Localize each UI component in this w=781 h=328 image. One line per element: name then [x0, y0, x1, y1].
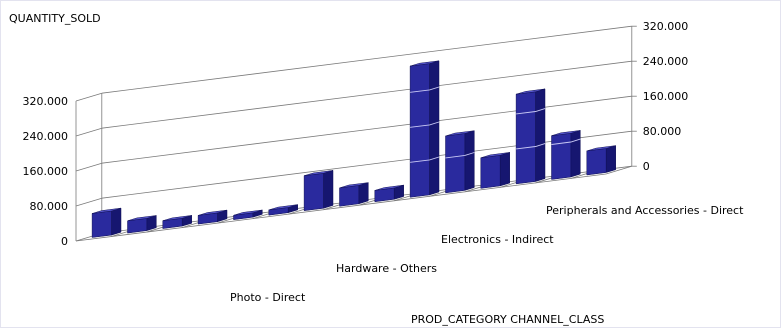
grid-line-back — [101, 25, 632, 94]
bar-face-top — [586, 145, 616, 152]
y-tick-label-left: 320.000 — [23, 95, 69, 108]
bar — [586, 145, 616, 176]
bar-face-side — [358, 182, 369, 205]
bar — [374, 184, 404, 203]
bar-face-front — [303, 173, 324, 211]
bar-face-top — [198, 209, 228, 216]
bar-face-top — [233, 209, 263, 216]
floor-front-edge — [75, 173, 607, 242]
bar-face-top — [92, 207, 122, 214]
bar-face-top — [304, 170, 334, 176]
x-tick-label: Hardware - Others — [336, 262, 437, 275]
bar-face-top — [268, 204, 298, 211]
bar-face-top — [162, 215, 192, 221]
bar-face-side — [323, 170, 334, 209]
y-tick-label-right: 240.000 — [643, 55, 689, 68]
bar-face-top — [374, 184, 404, 191]
grid-line-left — [75, 92, 102, 102]
bar-face-front — [480, 155, 501, 189]
x-tick-label: Photo - Direct — [230, 291, 306, 304]
bar-face-front — [339, 185, 360, 207]
bar-face-side — [111, 207, 122, 236]
bar-face-side — [570, 130, 581, 178]
bar-face-front — [409, 63, 430, 198]
bar-face-top — [410, 60, 440, 67]
bar-face-side — [464, 130, 475, 191]
bar-face-side — [499, 152, 510, 187]
y-tick-label-left: 80.000 — [30, 200, 69, 213]
bars — [91, 60, 616, 238]
bar — [197, 209, 228, 225]
bar — [480, 152, 510, 189]
bar-face-top — [127, 215, 157, 222]
x-tick-label: Peripherals and Accessories - Direct — [546, 204, 744, 217]
bar-face-front — [551, 133, 572, 180]
grid-line-left — [75, 162, 102, 172]
bar-face-front — [91, 210, 112, 238]
y-axis-title: QUANTITY_SOLD — [9, 12, 101, 25]
bar-face-top — [516, 88, 546, 95]
bar-face-top — [339, 182, 369, 189]
grid-line-left — [75, 197, 102, 207]
y-tick-label-left: 0 — [61, 235, 68, 248]
y-tick-label-left: 240.000 — [23, 130, 69, 143]
bar — [127, 215, 157, 234]
bar-face-front — [515, 91, 536, 185]
y-tick-label-right: 80.000 — [643, 125, 682, 138]
bar-face-front — [445, 133, 466, 194]
bar-face-front — [586, 148, 607, 176]
x-axis-title: PROD_CATEGORY CHANNEL_CLASS — [411, 313, 604, 326]
bar — [162, 215, 192, 229]
bar-face-side — [605, 145, 616, 173]
bar — [303, 170, 334, 211]
bar-face-top — [551, 130, 581, 136]
bar-face-side — [535, 88, 546, 182]
bar — [268, 204, 298, 216]
floor-divider — [605, 165, 632, 175]
y-tick-label-left: 160.000 — [23, 165, 69, 178]
bar-face-top — [445, 130, 475, 137]
bar — [445, 130, 475, 194]
y-tick-label-right: 320.000 — [643, 20, 689, 33]
bar — [409, 60, 440, 198]
bar — [515, 88, 546, 185]
chart-labels: QUANTITY_SOLD PROD_CATEGORY CHANNEL_CLAS… — [9, 12, 744, 326]
y-tick-label-right: 0 — [643, 160, 650, 173]
grid-line-back — [101, 60, 632, 129]
bar — [233, 209, 263, 220]
bar — [551, 130, 581, 180]
x-tick-label: Electronics - Indirect — [441, 233, 554, 246]
bar — [339, 182, 369, 207]
grid-line-left — [75, 127, 102, 137]
bar-face-top — [480, 152, 510, 159]
bar — [91, 207, 122, 238]
bar-face-side — [429, 60, 440, 196]
y-tick-label-right: 160.000 — [643, 90, 689, 103]
